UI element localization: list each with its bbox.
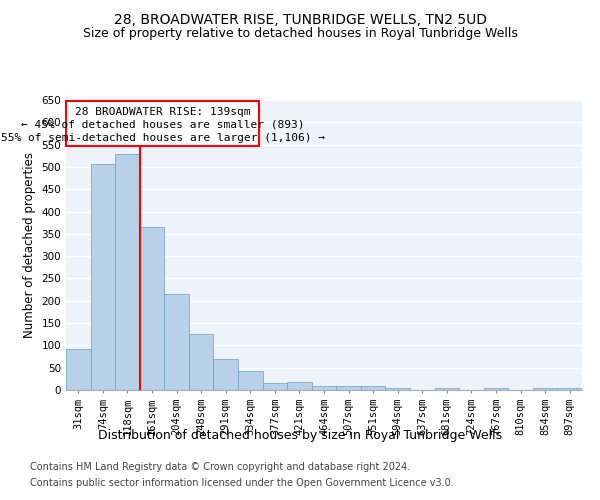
Bar: [164, 294, 189, 390]
Bar: [263, 384, 287, 390]
Text: 55% of semi-detached houses are larger (1,106) →: 55% of semi-detached houses are larger (…: [1, 132, 325, 142]
Text: ← 45% of detached houses are smaller (893): ← 45% of detached houses are smaller (89…: [21, 120, 304, 130]
Y-axis label: Number of detached properties: Number of detached properties: [23, 152, 36, 338]
Bar: [385, 388, 410, 390]
Bar: [287, 382, 312, 390]
Bar: [336, 386, 361, 390]
Bar: [238, 371, 263, 390]
Bar: [434, 388, 459, 390]
Bar: [140, 227, 164, 390]
Bar: [484, 388, 508, 390]
Text: Contains public sector information licensed under the Open Government Licence v3: Contains public sector information licen…: [30, 478, 454, 488]
Bar: [361, 386, 385, 390]
Bar: [214, 359, 238, 390]
Bar: [312, 386, 336, 390]
Bar: [557, 388, 582, 390]
FancyBboxPatch shape: [67, 101, 259, 146]
Text: Distribution of detached houses by size in Royal Tunbridge Wells: Distribution of detached houses by size …: [98, 428, 502, 442]
Bar: [533, 388, 557, 390]
Text: Size of property relative to detached houses in Royal Tunbridge Wells: Size of property relative to detached ho…: [83, 28, 517, 40]
Bar: [66, 348, 91, 390]
Bar: [91, 164, 115, 390]
Text: Contains HM Land Registry data © Crown copyright and database right 2024.: Contains HM Land Registry data © Crown c…: [30, 462, 410, 472]
Text: 28, BROADWATER RISE, TUNBRIDGE WELLS, TN2 5UD: 28, BROADWATER RISE, TUNBRIDGE WELLS, TN…: [113, 12, 487, 26]
Bar: [115, 154, 140, 390]
Text: 28 BROADWATER RISE: 139sqm: 28 BROADWATER RISE: 139sqm: [75, 107, 250, 117]
Bar: [189, 334, 214, 390]
